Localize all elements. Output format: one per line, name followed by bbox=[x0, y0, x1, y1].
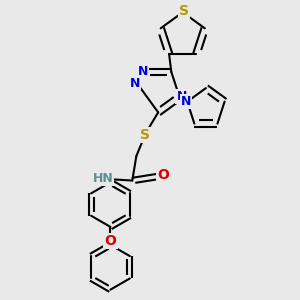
Text: O: O bbox=[157, 168, 169, 182]
Text: O: O bbox=[104, 234, 116, 248]
Text: N: N bbox=[130, 76, 140, 90]
Text: N: N bbox=[138, 65, 148, 78]
Text: S: S bbox=[140, 128, 149, 142]
Text: HN: HN bbox=[93, 172, 113, 185]
Text: S: S bbox=[179, 4, 189, 18]
Text: N: N bbox=[176, 90, 187, 104]
Text: N: N bbox=[181, 95, 191, 108]
